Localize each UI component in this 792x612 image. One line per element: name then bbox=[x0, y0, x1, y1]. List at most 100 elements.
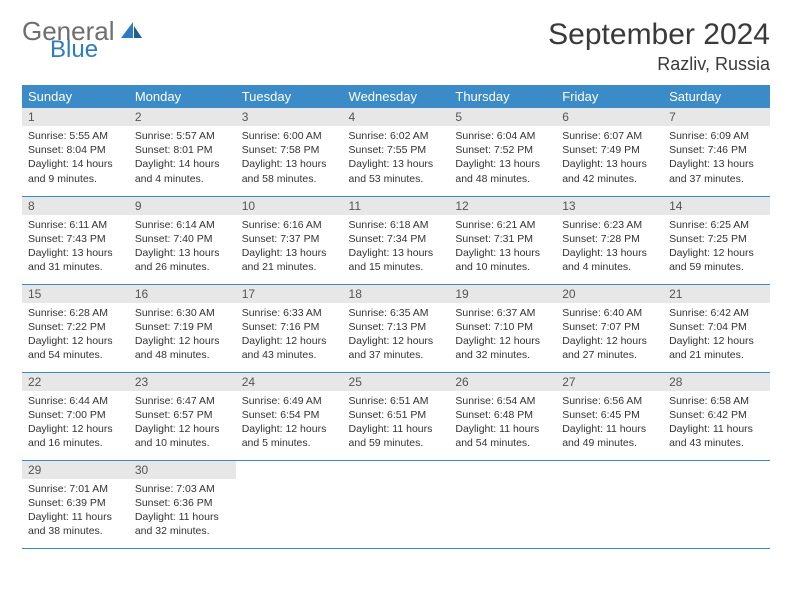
day-details: Sunrise: 5:55 AMSunset: 8:04 PMDaylight:… bbox=[22, 126, 129, 190]
day-number: 21 bbox=[663, 285, 770, 303]
calendar-day-cell: 22Sunrise: 6:44 AMSunset: 7:00 PMDayligh… bbox=[22, 372, 129, 460]
sunrise: Sunrise: 6:51 AM bbox=[349, 394, 444, 408]
weekday-header: Friday bbox=[556, 85, 663, 108]
calendar-day-cell: 4Sunrise: 6:02 AMSunset: 7:55 PMDaylight… bbox=[343, 108, 450, 196]
sunset: Sunset: 7:04 PM bbox=[669, 320, 764, 334]
day-details: Sunrise: 6:28 AMSunset: 7:22 PMDaylight:… bbox=[22, 303, 129, 367]
day-number: 5 bbox=[449, 108, 556, 126]
day-number: 8 bbox=[22, 197, 129, 215]
daylight-1: Daylight: 11 hours bbox=[669, 422, 764, 436]
daylight-1: Daylight: 12 hours bbox=[669, 246, 764, 260]
calendar-table: Sunday Monday Tuesday Wednesday Thursday… bbox=[22, 85, 770, 549]
sunset: Sunset: 8:04 PM bbox=[28, 143, 123, 157]
daylight-2: and 37 minutes. bbox=[669, 172, 764, 186]
sunrise: Sunrise: 6:25 AM bbox=[669, 218, 764, 232]
sunrise: Sunrise: 7:03 AM bbox=[135, 482, 230, 496]
day-number: 9 bbox=[129, 197, 236, 215]
day-number: 17 bbox=[236, 285, 343, 303]
day-details: Sunrise: 6:04 AMSunset: 7:52 PMDaylight:… bbox=[449, 126, 556, 190]
sunset: Sunset: 7:46 PM bbox=[669, 143, 764, 157]
logo-text-blue: Blue bbox=[50, 38, 145, 62]
day-details: Sunrise: 6:21 AMSunset: 7:31 PMDaylight:… bbox=[449, 215, 556, 279]
daylight-1: Daylight: 12 hours bbox=[349, 334, 444, 348]
day-number: 16 bbox=[129, 285, 236, 303]
daylight-1: Daylight: 13 hours bbox=[135, 246, 230, 260]
sunset: Sunset: 7:28 PM bbox=[562, 232, 657, 246]
calendar-day-cell: 17Sunrise: 6:33 AMSunset: 7:16 PMDayligh… bbox=[236, 284, 343, 372]
calendar-day-cell: 25Sunrise: 6:51 AMSunset: 6:51 PMDayligh… bbox=[343, 372, 450, 460]
calendar-day-cell: 18Sunrise: 6:35 AMSunset: 7:13 PMDayligh… bbox=[343, 284, 450, 372]
sunset: Sunset: 7:19 PM bbox=[135, 320, 230, 334]
sunrise: Sunrise: 6:56 AM bbox=[562, 394, 657, 408]
daylight-1: Daylight: 13 hours bbox=[349, 246, 444, 260]
day-details: Sunrise: 6:47 AMSunset: 6:57 PMDaylight:… bbox=[129, 391, 236, 455]
day-details: Sunrise: 6:35 AMSunset: 7:13 PMDaylight:… bbox=[343, 303, 450, 367]
sunrise: Sunrise: 6:07 AM bbox=[562, 129, 657, 143]
day-number: 14 bbox=[663, 197, 770, 215]
sunrise: Sunrise: 6:09 AM bbox=[669, 129, 764, 143]
daylight-2: and 58 minutes. bbox=[242, 172, 337, 186]
sunrise: Sunrise: 7:01 AM bbox=[28, 482, 123, 496]
day-number: 23 bbox=[129, 373, 236, 391]
day-details: Sunrise: 5:57 AMSunset: 8:01 PMDaylight:… bbox=[129, 126, 236, 190]
daylight-2: and 26 minutes. bbox=[135, 260, 230, 274]
sunset: Sunset: 6:48 PM bbox=[455, 408, 550, 422]
day-details: Sunrise: 7:03 AMSunset: 6:36 PMDaylight:… bbox=[129, 479, 236, 543]
daylight-2: and 5 minutes. bbox=[242, 436, 337, 450]
day-details: Sunrise: 6:00 AMSunset: 7:58 PMDaylight:… bbox=[236, 126, 343, 190]
sunrise: Sunrise: 6:23 AM bbox=[562, 218, 657, 232]
calendar-day-cell: 15Sunrise: 6:28 AMSunset: 7:22 PMDayligh… bbox=[22, 284, 129, 372]
daylight-2: and 59 minutes. bbox=[349, 436, 444, 450]
sunset: Sunset: 7:31 PM bbox=[455, 232, 550, 246]
daylight-2: and 49 minutes. bbox=[562, 436, 657, 450]
calendar-day-cell: 2Sunrise: 5:57 AMSunset: 8:01 PMDaylight… bbox=[129, 108, 236, 196]
sunrise: Sunrise: 6:44 AM bbox=[28, 394, 123, 408]
day-number: 3 bbox=[236, 108, 343, 126]
day-number: 11 bbox=[343, 197, 450, 215]
day-details: Sunrise: 6:33 AMSunset: 7:16 PMDaylight:… bbox=[236, 303, 343, 367]
day-number: 27 bbox=[556, 373, 663, 391]
day-number: 4 bbox=[343, 108, 450, 126]
sunrise: Sunrise: 6:54 AM bbox=[455, 394, 550, 408]
weekday-header: Sunday bbox=[22, 85, 129, 108]
day-number: 13 bbox=[556, 197, 663, 215]
sunrise: Sunrise: 6:33 AM bbox=[242, 306, 337, 320]
sunrise: Sunrise: 6:47 AM bbox=[135, 394, 230, 408]
sunrise: Sunrise: 6:00 AM bbox=[242, 129, 337, 143]
calendar-day-cell: 16Sunrise: 6:30 AMSunset: 7:19 PMDayligh… bbox=[129, 284, 236, 372]
calendar-day-cell: 7Sunrise: 6:09 AMSunset: 7:46 PMDaylight… bbox=[663, 108, 770, 196]
calendar-day-cell: 29Sunrise: 7:01 AMSunset: 6:39 PMDayligh… bbox=[22, 460, 129, 548]
day-details: Sunrise: 6:07 AMSunset: 7:49 PMDaylight:… bbox=[556, 126, 663, 190]
sunrise: Sunrise: 6:58 AM bbox=[669, 394, 764, 408]
sunrise: Sunrise: 6:11 AM bbox=[28, 218, 123, 232]
daylight-2: and 48 minutes. bbox=[455, 172, 550, 186]
sunset: Sunset: 6:54 PM bbox=[242, 408, 337, 422]
day-details: Sunrise: 6:58 AMSunset: 6:42 PMDaylight:… bbox=[663, 391, 770, 455]
day-number: 28 bbox=[663, 373, 770, 391]
day-details: Sunrise: 6:11 AMSunset: 7:43 PMDaylight:… bbox=[22, 215, 129, 279]
sunset: Sunset: 6:42 PM bbox=[669, 408, 764, 422]
daylight-2: and 4 minutes. bbox=[135, 172, 230, 186]
daylight-2: and 10 minutes. bbox=[455, 260, 550, 274]
sunrise: Sunrise: 6:49 AM bbox=[242, 394, 337, 408]
weekday-header: Thursday bbox=[449, 85, 556, 108]
sunrise: Sunrise: 6:30 AM bbox=[135, 306, 230, 320]
daylight-1: Daylight: 11 hours bbox=[562, 422, 657, 436]
day-number: 1 bbox=[22, 108, 129, 126]
daylight-2: and 21 minutes. bbox=[669, 348, 764, 362]
day-number: 10 bbox=[236, 197, 343, 215]
daylight-2: and 37 minutes. bbox=[349, 348, 444, 362]
sunset: Sunset: 6:51 PM bbox=[349, 408, 444, 422]
day-number: 30 bbox=[129, 461, 236, 479]
daylight-2: and 9 minutes. bbox=[28, 172, 123, 186]
sunset: Sunset: 7:07 PM bbox=[562, 320, 657, 334]
sunset: Sunset: 7:22 PM bbox=[28, 320, 123, 334]
calendar-day-cell: 10Sunrise: 6:16 AMSunset: 7:37 PMDayligh… bbox=[236, 196, 343, 284]
daylight-1: Daylight: 12 hours bbox=[28, 422, 123, 436]
daylight-1: Daylight: 13 hours bbox=[455, 157, 550, 171]
day-number: 20 bbox=[556, 285, 663, 303]
day-details: Sunrise: 6:16 AMSunset: 7:37 PMDaylight:… bbox=[236, 215, 343, 279]
calendar-week-row: 22Sunrise: 6:44 AMSunset: 7:00 PMDayligh… bbox=[22, 372, 770, 460]
daylight-2: and 27 minutes. bbox=[562, 348, 657, 362]
daylight-2: and 43 minutes. bbox=[669, 436, 764, 450]
